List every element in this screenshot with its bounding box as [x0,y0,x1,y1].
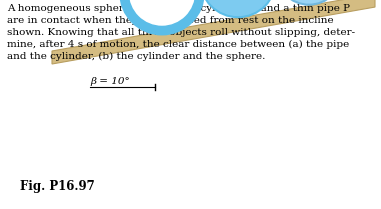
Polygon shape [52,0,375,64]
Circle shape [124,0,200,31]
Circle shape [276,0,342,5]
Text: A homogeneous sphere S, a uniform cylinder C, and a thin pipe P
are in contact w: A homogeneous sphere S, a uniform cylind… [7,4,355,61]
Circle shape [200,0,276,17]
Text: Fig. P16.97: Fig. P16.97 [20,180,95,193]
Text: β = 10°: β = 10° [90,76,130,85]
